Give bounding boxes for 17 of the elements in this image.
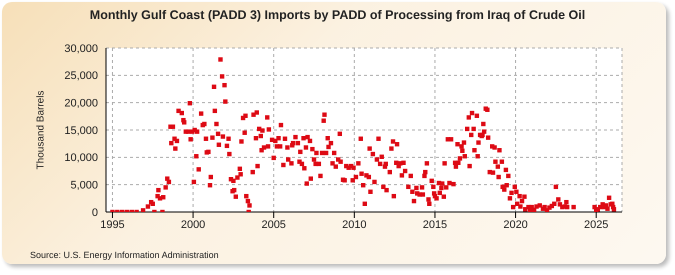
x-tick-label: 2020 bbox=[503, 218, 528, 231]
y-tick-label: 5,000 bbox=[70, 180, 98, 192]
y-tick-label: 20,000 bbox=[64, 98, 98, 110]
chart-title: Monthly Gulf Coast (PADD 3) Imports by PADD of Processing from Iraq of Crude Oil bbox=[88, 8, 586, 22]
source-note: Source: U.S. Energy Information Administration bbox=[30, 250, 219, 260]
x-tick-label: 2005 bbox=[261, 218, 286, 231]
y-tick-label: 30,000 bbox=[64, 42, 98, 55]
y-axis-title: Thousand Barrels bbox=[36, 90, 47, 170]
x-tick-label: 2025 bbox=[584, 218, 608, 231]
x-tick-label: 2010 bbox=[342, 218, 367, 231]
x-tick-label: 1995 bbox=[100, 218, 125, 231]
x-tick-label: 2015 bbox=[422, 218, 448, 231]
y-tick-label: 10,000 bbox=[64, 152, 98, 164]
y-tick-label: 0 bbox=[92, 206, 98, 219]
y-tick-label: 15,000 bbox=[64, 124, 98, 137]
x-tick-label: 2000 bbox=[180, 218, 206, 231]
y-tick-label: 25,000 bbox=[64, 70, 98, 82]
